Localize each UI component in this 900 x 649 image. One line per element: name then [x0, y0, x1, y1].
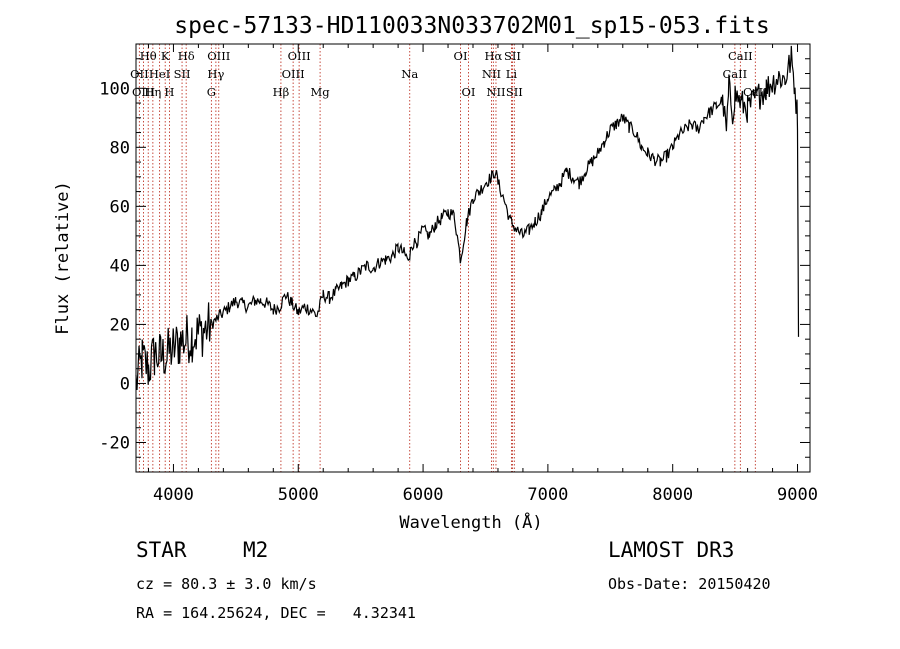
x-tick-label: 7000 [527, 485, 568, 505]
spectral-line-label: Mg [311, 85, 331, 99]
y-tick-label: 0 [120, 374, 130, 394]
x-axis-title: Wavelength (Å) [399, 511, 542, 533]
spectral-line-label: OIII [288, 49, 311, 63]
spectral-line-label: Hα [484, 49, 502, 63]
spectral-line-label: Hθ [140, 49, 157, 63]
survey-name: LAMOST DR3 [608, 538, 735, 562]
spectral-line-label: G [207, 85, 216, 99]
chart-title: spec-57133-HD110033N033702M01_sp15-053.f… [174, 13, 769, 39]
spectrum-line [135, 45, 800, 391]
spectral-line-label: CaII [722, 67, 747, 81]
spectral-line-label: Hβ [273, 85, 290, 99]
object-subclass: M2 [243, 538, 269, 562]
spectral-line-label: Na [401, 67, 418, 81]
y-axis-title: Flux (relative) [53, 181, 73, 335]
y-tick-label: 100 [99, 79, 130, 99]
object-class: STAR [136, 538, 187, 562]
y-tick-label: -20 [99, 433, 130, 453]
spectral-line-label: OIII [282, 67, 305, 81]
x-tick-label: 4000 [153, 485, 194, 505]
spectral-line-label: OI [454, 49, 468, 63]
y-tick-label: 60 [110, 197, 130, 217]
spectral-line-label: OI [462, 85, 476, 99]
x-tick-label: 6000 [403, 485, 444, 505]
spectral-line-label: Hγ [207, 67, 224, 81]
spectral-line-label: SII [506, 85, 523, 99]
spectral-line-label: SII [174, 67, 191, 81]
spectral-line-label: Hη [144, 85, 161, 99]
spectral-line-label: K [161, 49, 170, 63]
spectral-line-label: Li [506, 67, 518, 81]
spectral-line-label: NII [482, 67, 501, 81]
y-tick-label: 20 [110, 315, 130, 335]
spectral-line-label: SII [504, 49, 521, 63]
spectral-line-label: OIII [207, 49, 230, 63]
spectral-line-label: CaII [728, 49, 753, 63]
coordinates: RA = 164.25624, DEC = 4.32341 [136, 604, 416, 622]
y-axis-ticks: -20 0 20 40 60 80 100 [99, 58, 810, 458]
y-tick-label: 80 [110, 138, 130, 158]
spectral-line-label: NII [486, 85, 505, 99]
spectral-line-markers [138, 44, 756, 472]
x-tick-label: 9000 [777, 485, 818, 505]
spectral-line-label: Hδ [178, 49, 195, 63]
redshift-info: cz = 80.3 ± 3.0 km/s [136, 575, 317, 593]
spectral-line-label: H [164, 85, 174, 99]
y-tick-label: 40 [110, 256, 130, 276]
x-axis-ticks: 4000 5000 6000 7000 8000 9000 [147, 44, 818, 505]
spectral-line-label: HeI [149, 67, 170, 81]
x-tick-label: 8000 [652, 485, 693, 505]
x-tick-label: 5000 [278, 485, 319, 505]
obs-date: Obs-Date: 20150420 [608, 575, 771, 593]
